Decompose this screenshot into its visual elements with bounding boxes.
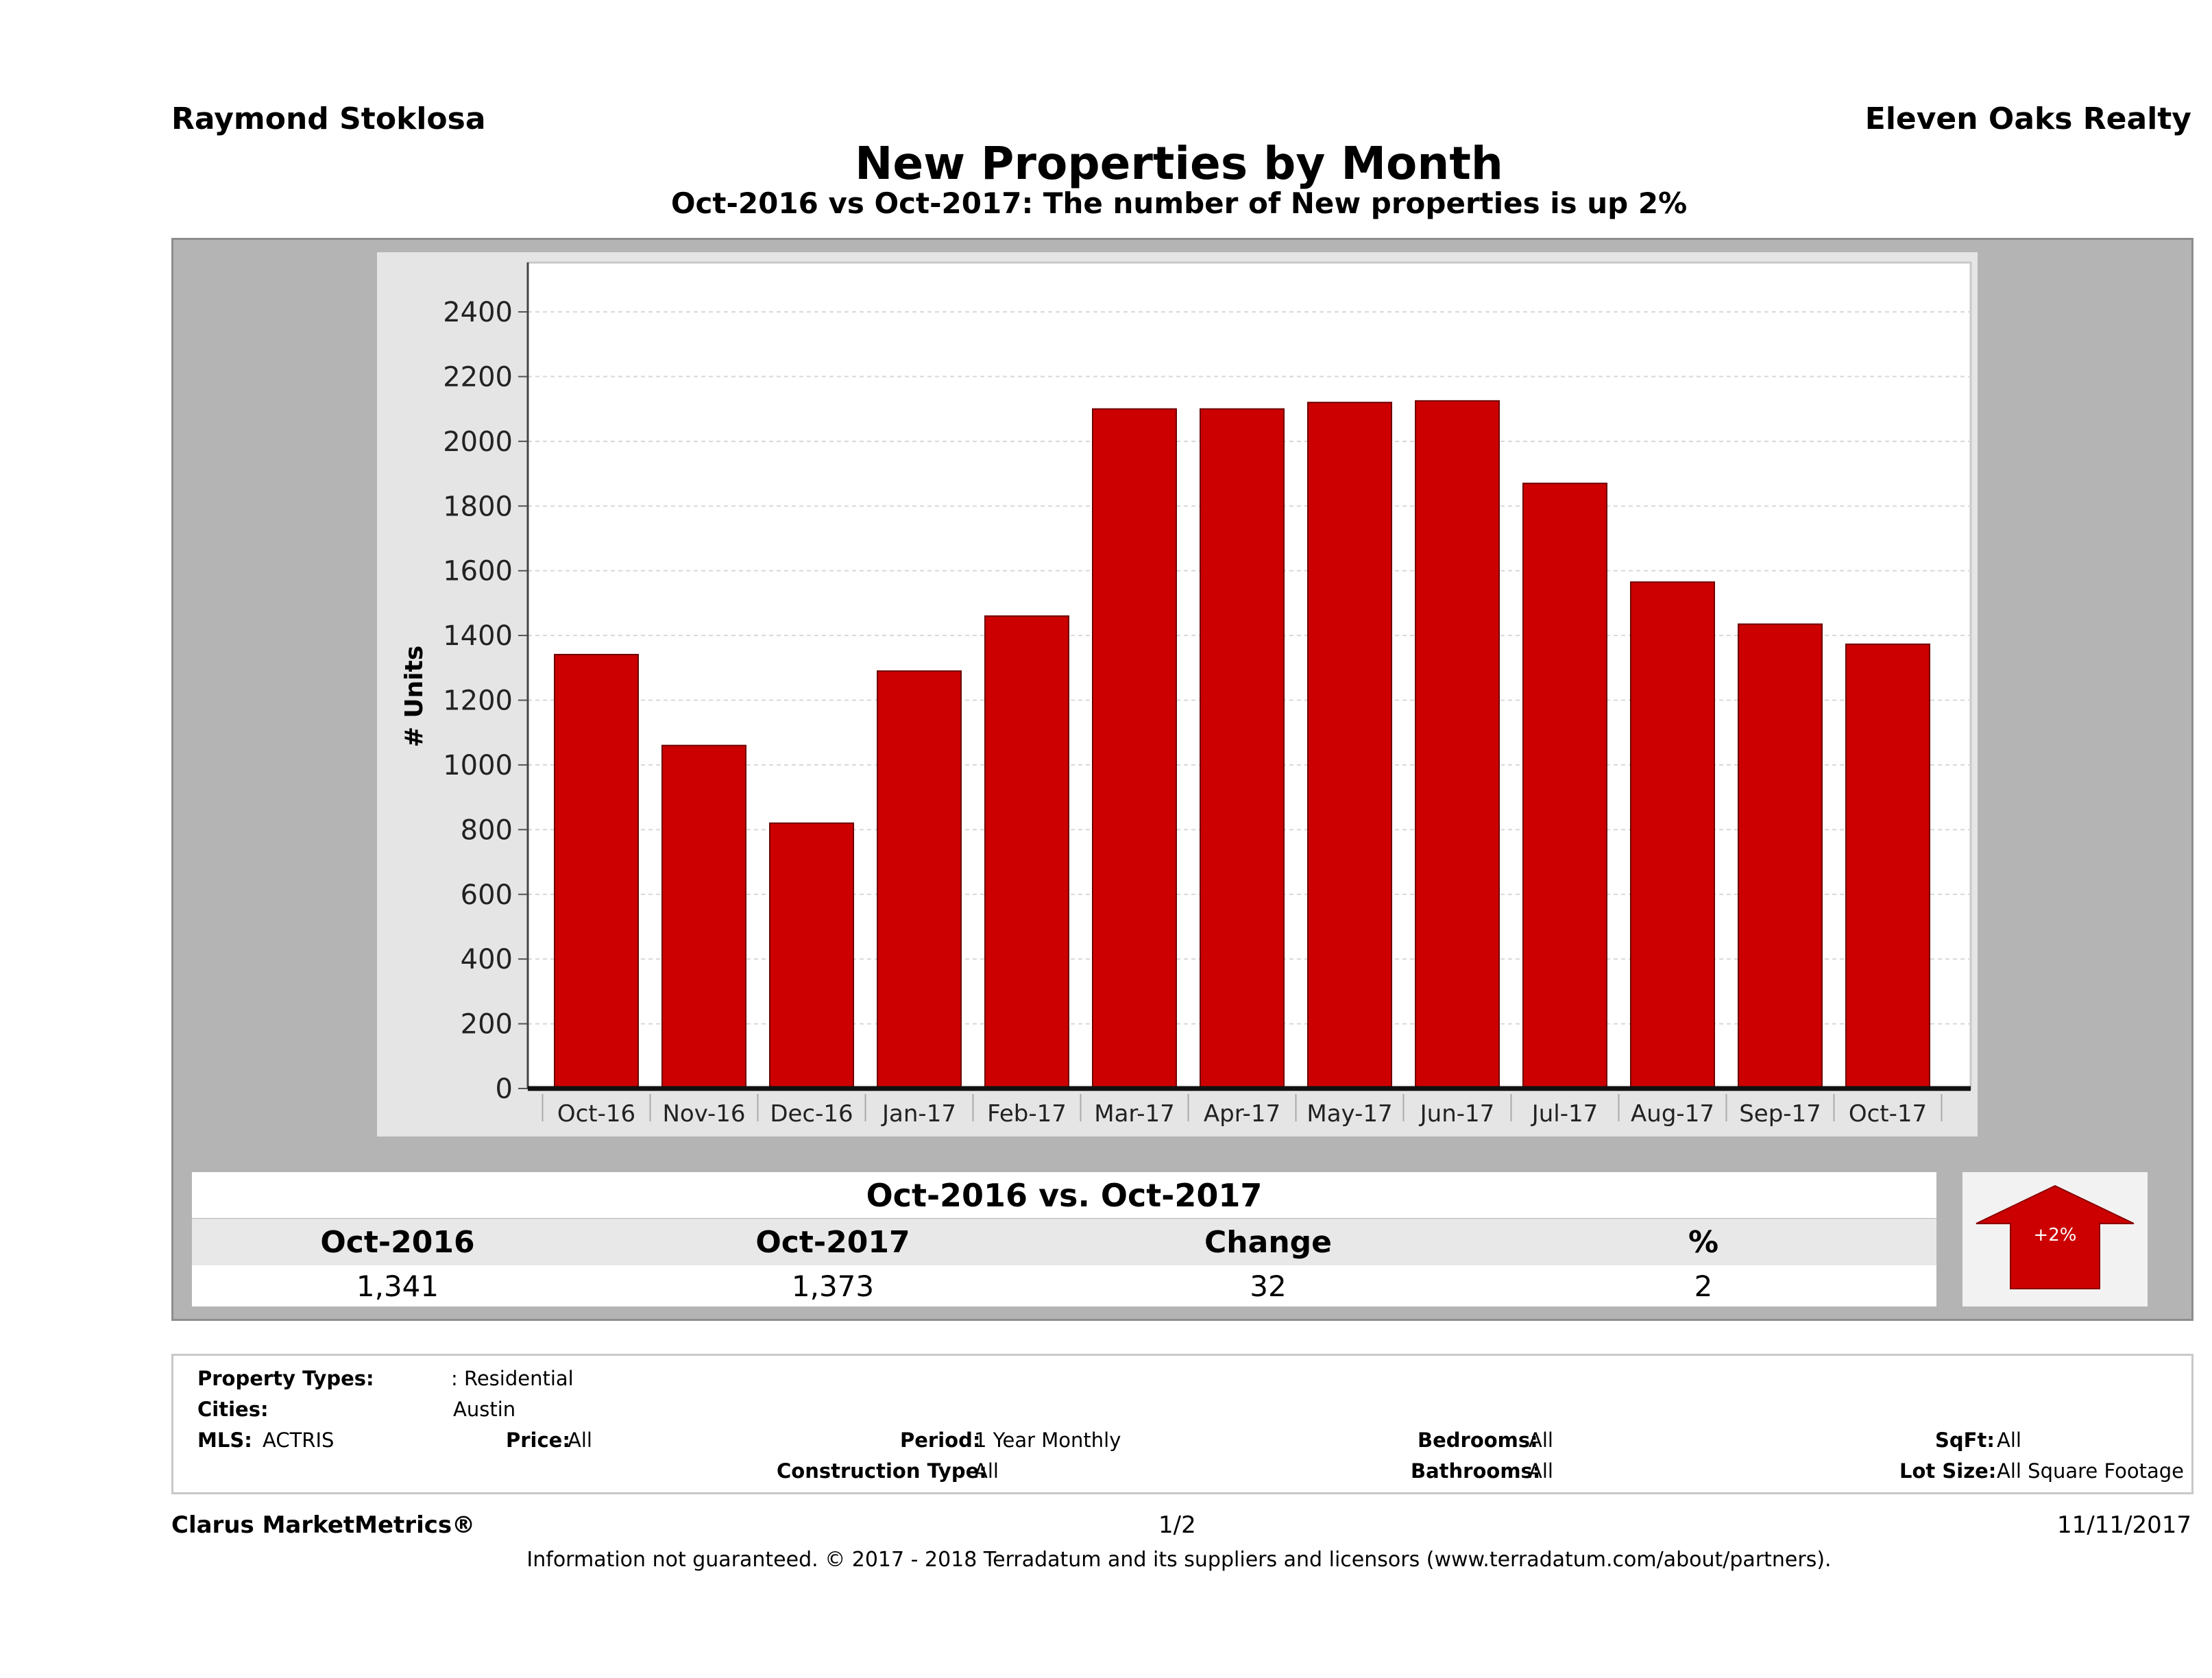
bar	[661, 744, 746, 1089]
bar	[1630, 581, 1715, 1089]
property-types-value: : Residential	[451, 1367, 574, 1390]
page-title: New Properties by Month	[855, 137, 1503, 190]
bar	[1200, 408, 1285, 1089]
property-types-label: Property Types:	[197, 1367, 374, 1390]
bathrooms-label: Bathrooms:	[1411, 1459, 1541, 1483]
summary-title: Oct-2016 vs. Oct-2017	[192, 1172, 1936, 1218]
summary-value-oct2017: 1,373	[791, 1269, 875, 1303]
summary-values-row: 1,341 1,373 32 2	[192, 1265, 1936, 1306]
summary-value-change: 32	[1250, 1269, 1287, 1303]
bar	[1522, 483, 1607, 1089]
sqft-label: SqFt:	[1935, 1428, 1995, 1452]
y-tick-label: 1000	[443, 750, 513, 781]
footer-brand: Clarus MarketMetrics®	[171, 1511, 476, 1539]
change-arrow-box: +2%	[1962, 1172, 2148, 1306]
y-tick-label: 2400	[443, 297, 513, 328]
x-tick-label: Aug-17	[1631, 1100, 1714, 1128]
page-subtitle: Oct-2016 vs Oct-2017: The number of New …	[670, 186, 1688, 220]
bar	[984, 615, 1069, 1089]
y-tick-label: 800	[461, 814, 513, 846]
summary-value-percent: 2	[1694, 1269, 1713, 1303]
summary-header-percent: %	[1688, 1224, 1719, 1260]
bar	[1845, 643, 1930, 1089]
x-tick-label: Jul-17	[1531, 1100, 1599, 1128]
brokerage-name: Eleven Oaks Realty	[1864, 101, 2191, 136]
bar	[1415, 400, 1500, 1089]
x-tick-label: Feb-17	[987, 1100, 1067, 1128]
bathrooms-value: All	[1529, 1459, 1553, 1483]
up-arrow-icon: +2%	[1976, 1184, 2135, 1289]
period-value: 1 Year Monthly	[974, 1428, 1121, 1452]
price-value: All	[568, 1428, 592, 1452]
bar	[769, 822, 854, 1089]
period-label: Period:	[900, 1428, 981, 1452]
bedrooms-label: Bedrooms:	[1418, 1428, 1538, 1452]
bar-chart: 0 200 400 600 800 1000 1200 1400 1600 1800 2000 220…	[400, 261, 1972, 1128]
arrow-label: +2%	[2033, 1225, 2076, 1245]
x-tick-label: Sep-17	[1739, 1100, 1821, 1128]
y-tick-label: 400	[461, 944, 513, 975]
price-label: Price:	[506, 1428, 570, 1452]
summary-header-row: Oct-2016 Oct-2017 Change %	[192, 1219, 1936, 1265]
x-tick-label: Oct-17	[1849, 1100, 1927, 1128]
y-axis-label: # Units	[400, 646, 428, 748]
y-tick-label: 2000	[443, 426, 513, 458]
cities-value: Austin	[453, 1398, 516, 1421]
y-tick-label: 200	[461, 1009, 513, 1041]
x-tick-label: Jan-17	[881, 1100, 956, 1128]
x-tick-label: Apr-17	[1204, 1100, 1280, 1128]
bar	[1307, 402, 1392, 1089]
x-tick-label: Oct-16	[557, 1100, 635, 1128]
y-tick-label: 1200	[443, 685, 513, 717]
x-tick-label: May-17	[1306, 1100, 1392, 1128]
y-tick-label: 600	[461, 879, 513, 911]
construction-type-label: Construction Type:	[777, 1459, 987, 1483]
bedrooms-value: All	[1529, 1428, 1553, 1452]
lot-size-label: Lot Size:	[1899, 1459, 1997, 1483]
mls-label: MLS:	[197, 1428, 252, 1452]
y-tick-label: 1800	[443, 491, 513, 522]
bar	[554, 653, 639, 1089]
construction-type-value: All	[974, 1459, 999, 1483]
x-tick-label: Dec-16	[770, 1100, 853, 1128]
summary-header-oct2016: Oct-2016	[320, 1224, 475, 1260]
summary-header-change: Change	[1204, 1224, 1332, 1260]
x-tick-label: Mar-17	[1094, 1100, 1175, 1128]
summary-header-oct2017: Oct-2017	[755, 1224, 910, 1260]
y-tick-label: 1400	[443, 620, 513, 652]
x-tick-label: Nov-16	[663, 1100, 746, 1128]
report-date: 11/11/2017	[2057, 1511, 2191, 1539]
x-tick-label: Jun-17	[1419, 1100, 1495, 1128]
sqft-value: All	[1997, 1428, 2021, 1452]
bar	[1092, 408, 1177, 1089]
y-tick-label: 1600	[443, 556, 513, 587]
agent-name: Raymond Stoklosa	[171, 101, 486, 136]
y-tick-label: 0	[496, 1073, 513, 1105]
y-tick-label: 2200	[443, 361, 513, 393]
bar	[877, 670, 962, 1089]
bar	[1738, 623, 1823, 1089]
mls-value: ACTRIS	[263, 1428, 335, 1452]
page-number: 1/2	[1158, 1511, 1196, 1539]
cities-label: Cities:	[197, 1398, 269, 1421]
disclaimer: Information not guaranteed. © 2017 - 201…	[526, 1548, 1832, 1572]
criteria-box: Property Types: : Residential Cities: Au…	[171, 1354, 2193, 1494]
plot-panel: 0 200 400 600 800 1000 1200 1400 1600 1800 2000 220…	[377, 252, 1978, 1136]
lot-size-value: All Square Footage	[1997, 1459, 2185, 1483]
summary-value-oct2016: 1,341	[356, 1269, 439, 1303]
